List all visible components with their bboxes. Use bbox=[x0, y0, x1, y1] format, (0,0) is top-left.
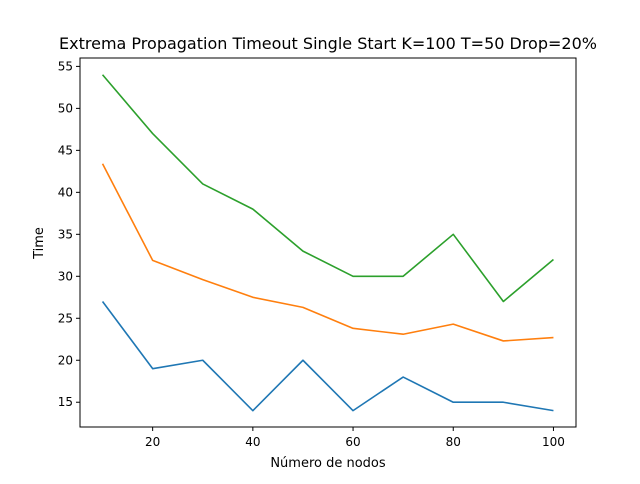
x-tick-label: 80 bbox=[446, 435, 461, 449]
y-tick-label: 35 bbox=[58, 227, 73, 241]
y-tick-label: 40 bbox=[58, 185, 73, 199]
x-axis: 20 40 60 80 100 bbox=[145, 427, 565, 449]
y-tick-label: 45 bbox=[58, 143, 73, 157]
series-line-3 bbox=[101, 74, 554, 303]
y-axis-label: Time bbox=[32, 227, 47, 260]
series-group bbox=[101, 74, 554, 412]
y-tick-label: 20 bbox=[58, 353, 73, 367]
plot-frame bbox=[79, 57, 577, 428]
y-tick-label: 50 bbox=[58, 101, 73, 115]
x-tick-label: 40 bbox=[245, 435, 260, 449]
y-tick-label: 15 bbox=[58, 395, 73, 409]
x-tick-label: 100 bbox=[542, 435, 565, 449]
x-tick-label: 20 bbox=[145, 435, 160, 449]
y-tick-label: 25 bbox=[58, 311, 73, 325]
x-tick-label: 60 bbox=[345, 435, 360, 449]
x-axis-label: Número de nodos bbox=[270, 456, 386, 471]
chart-title: Extrema Propagation Timeout Single Start… bbox=[59, 34, 597, 53]
y-tick-label: 55 bbox=[58, 59, 73, 73]
series-line-2 bbox=[101, 163, 554, 342]
y-axis: 15 20 25 30 35 40 45 50 55 bbox=[58, 59, 80, 409]
series-line-1 bbox=[101, 301, 554, 412]
y-tick-label: 30 bbox=[58, 269, 73, 283]
